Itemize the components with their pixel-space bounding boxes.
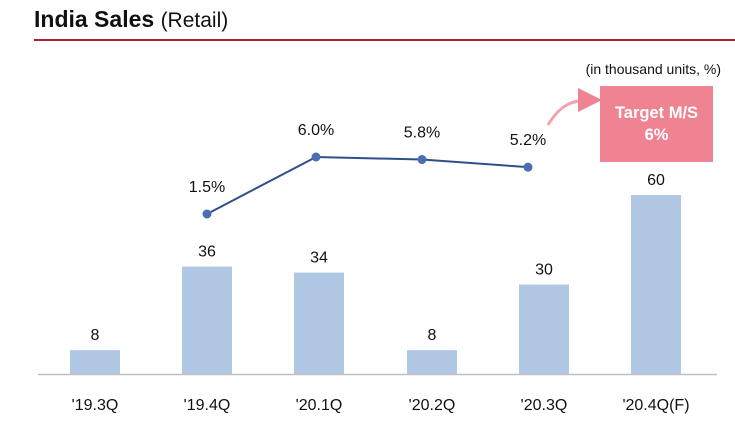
- line-series: 1.5% 6.0% 5.8% 5.2%: [189, 122, 546, 219]
- bar: [631, 195, 681, 374]
- x-tick-label: '19.4Q: [184, 397, 231, 414]
- title-main: India Sales: [34, 6, 155, 32]
- title-sub: (Retail): [160, 9, 229, 32]
- target-label: Target M/S: [614, 104, 699, 122]
- bar: [294, 272, 344, 374]
- share-line: [206, 155, 529, 215]
- x-tick-label: '19.3Q: [72, 397, 119, 414]
- bar-value-label: 60: [647, 172, 665, 189]
- bar: [407, 350, 457, 374]
- line-value-label: 1.5%: [189, 179, 225, 196]
- line-marker: [523, 162, 533, 172]
- callout-arrow-icon: [546, 88, 602, 126]
- bar-series: 8 36 34 8 30 60: [70, 172, 681, 374]
- page-title: India Sales (Retail): [34, 6, 228, 33]
- bar: [519, 284, 569, 374]
- units-note: (in thousand units, %): [585, 61, 721, 77]
- x-tick-label: '20.3Q: [521, 397, 568, 414]
- bar-value-label: 36: [198, 244, 216, 261]
- bar: [70, 350, 120, 374]
- target-callout: Target M/S 6%: [600, 86, 713, 162]
- bar-value-label: 30: [535, 262, 553, 279]
- x-tick-label: '20.2Q: [409, 397, 456, 414]
- line-marker: [311, 152, 321, 162]
- bar-value-label: 8: [428, 327, 437, 344]
- target-value: 6%: [644, 126, 669, 144]
- bar-value-label: 34: [310, 250, 328, 267]
- x-tick-label: '20.1Q: [296, 397, 343, 414]
- line-value-label: 5.8%: [404, 125, 440, 142]
- bar-value-label: 8: [91, 327, 100, 344]
- title-underline: [34, 39, 735, 41]
- x-tick-label: '20.4Q(F): [622, 397, 689, 414]
- line-value-label: 5.2%: [510, 132, 546, 149]
- bar: [182, 266, 232, 374]
- x-axis-labels: '19.3Q '19.4Q '20.1Q '20.2Q '20.3Q '20.4Q(F): [72, 397, 690, 414]
- line-value-label: 6.0%: [298, 122, 334, 139]
- line-marker: [417, 155, 427, 165]
- line-marker: [202, 209, 212, 219]
